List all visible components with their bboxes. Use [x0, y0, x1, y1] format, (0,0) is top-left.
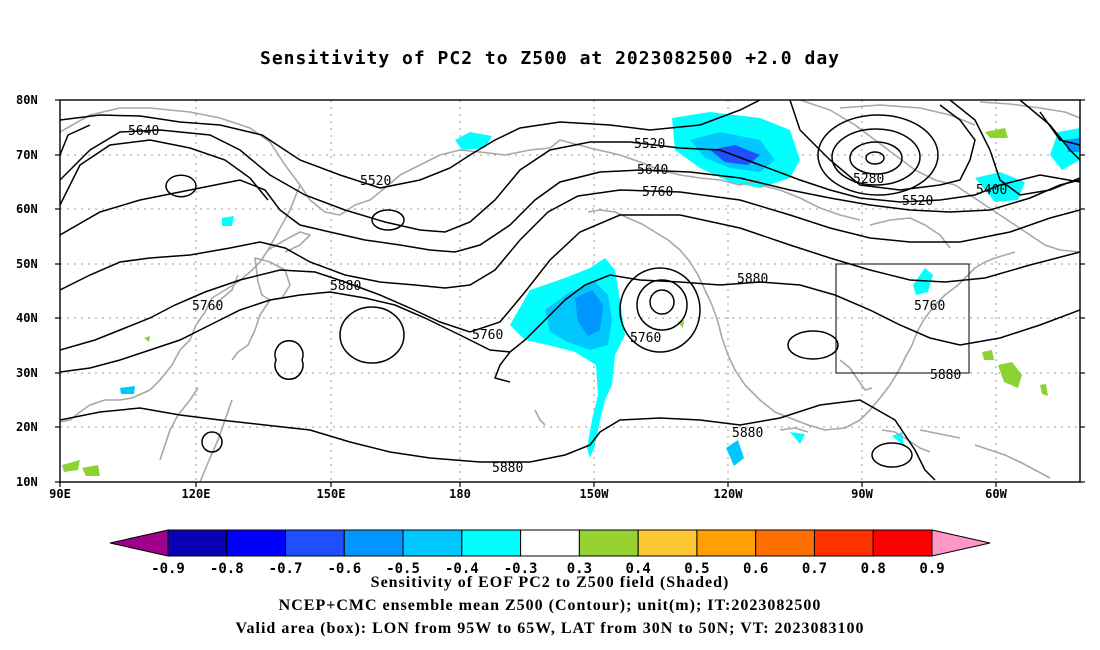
colorbar-swatch — [402, 529, 463, 557]
lon-tick-label: 60W — [985, 487, 1007, 501]
contour-label: 5760 — [630, 331, 661, 346]
colorbar-label: -0.5 — [386, 561, 420, 577]
colorbar-swatch — [813, 529, 874, 557]
lat-tick-label: 40N — [16, 311, 38, 325]
contour-label: 5760 — [914, 299, 945, 314]
contour-label: 5760 — [472, 328, 503, 343]
plot-title: Sensitivity of PC2 to Z500 at 2023082500… — [259, 48, 840, 69]
colorbar-swatch — [872, 529, 933, 557]
sensitivity-shading — [62, 112, 1080, 476]
lat-tick-label: 20N — [16, 420, 38, 434]
lat-tick-label: 80N — [16, 93, 38, 107]
colorbar-swatch — [461, 529, 522, 557]
contour-label: 5280 — [853, 172, 884, 187]
lat-labels: 80N 70N 60N 50N 40N 30N 20N 10N — [16, 93, 38, 489]
contour-label: 5520 — [634, 137, 665, 152]
colorbar-label: 0.6 — [743, 561, 768, 577]
lat-tick-label: 70N — [16, 148, 38, 162]
valid-area-box — [835, 263, 970, 374]
caption-line-2: NCEP+CMC ensemble mean Z500 (Contour); u… — [278, 597, 822, 614]
lon-tick-label: 120E — [182, 487, 211, 501]
colorbar-label: 0.4 — [626, 561, 651, 577]
colorbar-swatch — [167, 529, 228, 557]
colorbar-label: -0.3 — [504, 561, 538, 577]
colorbar-label: -0.7 — [269, 561, 303, 577]
contour-label: 5520 — [360, 174, 391, 189]
lon-tick-label: 150E — [317, 487, 346, 501]
contour-label: 5400 — [976, 183, 1007, 198]
colorbar-swatch — [520, 529, 580, 557]
colorbar-label: 0.7 — [802, 561, 827, 577]
contour-label: 5880 — [330, 279, 361, 294]
contour-label: 5760 — [192, 299, 223, 314]
lon-tick-label: 180 — [449, 487, 471, 501]
lon-tick-label: 120W — [714, 487, 744, 501]
colorbar-swatch — [109, 529, 169, 557]
colorbar-swatch — [755, 529, 815, 557]
contour-labels: 5640 5520 5520 5640 5760 5280 5400 5520 … — [128, 124, 1007, 476]
lat-tick-label: 10N — [16, 475, 38, 489]
colorbar-label: -0.6 — [327, 561, 361, 577]
contour-label: 5640 — [637, 163, 668, 178]
lon-tick-label: 90E — [49, 487, 71, 501]
colorbar-swatch — [226, 529, 287, 557]
colorbar-label: 0.5 — [684, 561, 709, 577]
lon-tick-label: 150W — [580, 487, 610, 501]
colorbar: -0.9 -0.8 -0.7 -0.6 -0.5 -0.4 -0.3 0.3 0.4 0.5 0.6… — [109, 529, 991, 577]
colorbar-swatch — [637, 529, 698, 557]
colorbar-label: 0.8 — [861, 561, 886, 577]
contour-label: 5880 — [492, 461, 523, 476]
plot-frame — [59, 99, 1081, 483]
colorbar-label: -0.4 — [445, 561, 479, 577]
caption-line-3: Valid area (box): LON from 95W to 65W, L… — [235, 620, 865, 637]
colorbar-swatch — [343, 529, 404, 557]
colorbar-label: 0.3 — [567, 561, 592, 577]
lat-tick-label: 50N — [16, 257, 38, 271]
lon-labels: 90E 120E 150E 180 150W 120W 90W 60W — [49, 487, 1007, 501]
colorbar-label: 0.9 — [919, 561, 944, 577]
tick-marks — [55, 99, 1085, 487]
colorbar-label: -0.8 — [210, 561, 244, 577]
contour-label: 5880 — [732, 426, 763, 441]
lat-tick-label: 30N — [16, 366, 38, 380]
colorbar-swatch — [578, 529, 639, 557]
lon-tick-label: 90W — [851, 487, 873, 501]
contour-label: 5640 — [128, 124, 159, 139]
contour-label: 5880 — [737, 272, 768, 287]
lat-tick-label: 60N — [16, 202, 38, 216]
colorbar-swatch — [696, 529, 757, 557]
contour-label: 5760 — [642, 185, 673, 200]
z500-contours — [60, 100, 1080, 481]
colorbar-swatch — [931, 529, 991, 557]
contour-label: 5520 — [902, 194, 933, 209]
contour-label: 5880 — [930, 368, 961, 383]
caption-line-1: Sensitivity of EOF PC2 to Z500 field (Sh… — [370, 574, 730, 591]
colorbar-label: -0.9 — [151, 561, 185, 577]
colorbar-swatch — [285, 529, 345, 557]
